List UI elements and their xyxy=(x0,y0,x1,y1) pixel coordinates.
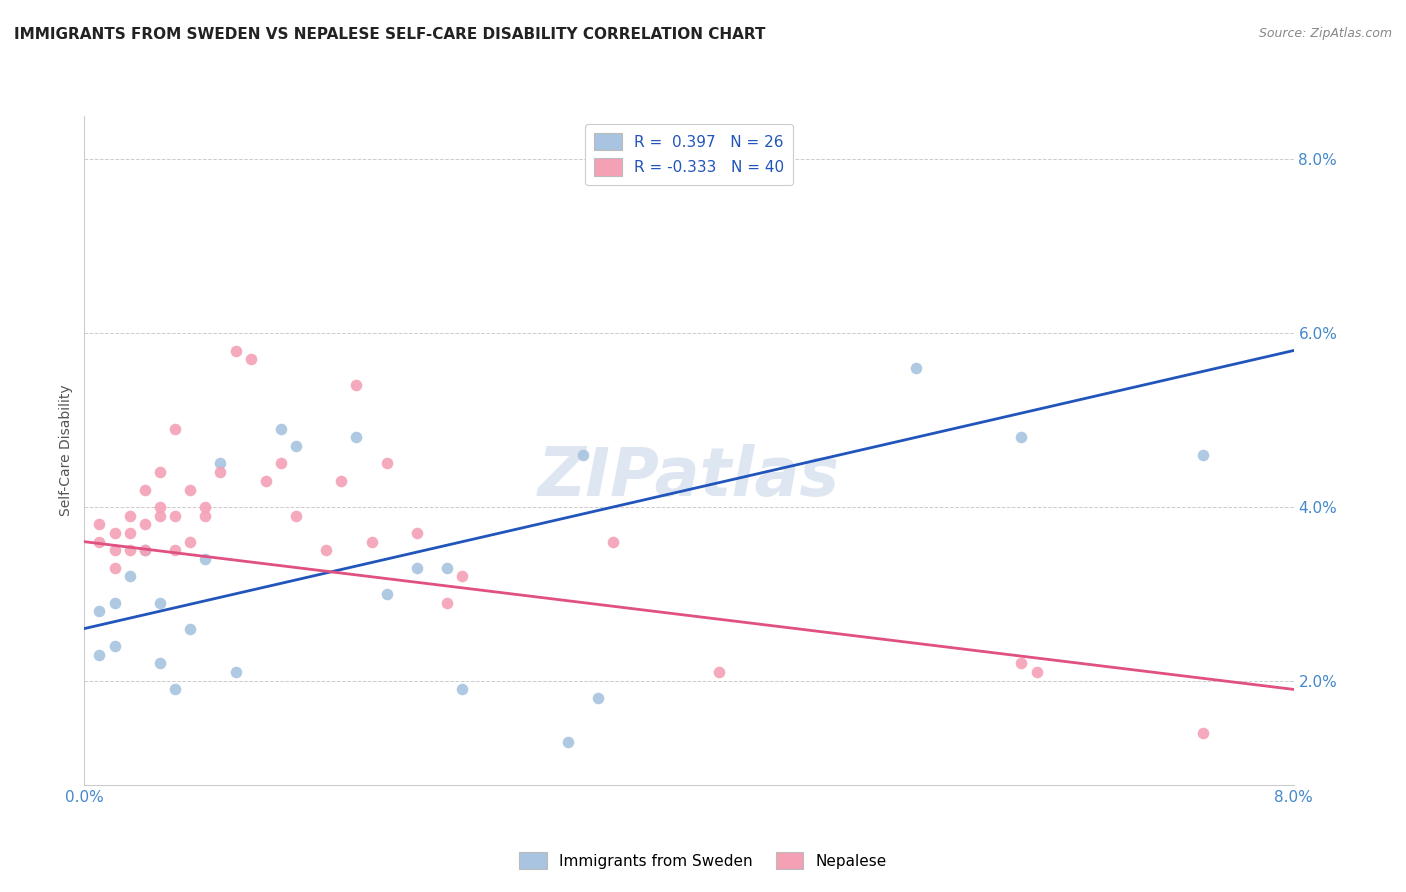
Point xyxy=(709,665,731,679)
Point xyxy=(225,343,247,358)
Point xyxy=(118,569,141,583)
Point xyxy=(118,508,141,523)
Point xyxy=(1025,665,1047,679)
Point xyxy=(346,430,368,444)
Point xyxy=(149,508,172,523)
Point xyxy=(194,552,217,566)
Point xyxy=(225,665,247,679)
Point xyxy=(451,569,474,583)
Legend: R =  0.397   N = 26, R = -0.333   N = 40: R = 0.397 N = 26, R = -0.333 N = 40 xyxy=(585,124,793,185)
Point xyxy=(602,534,624,549)
Point xyxy=(89,604,111,618)
Y-axis label: Self-Care Disability: Self-Care Disability xyxy=(59,384,73,516)
Point xyxy=(104,526,127,541)
Point xyxy=(406,560,429,574)
Point xyxy=(194,508,217,523)
Point xyxy=(89,648,111,662)
Point xyxy=(1192,448,1215,462)
Point xyxy=(904,360,927,375)
Point xyxy=(284,508,308,523)
Point xyxy=(179,483,201,497)
Point xyxy=(572,448,595,462)
Point xyxy=(165,543,187,558)
Point xyxy=(588,691,610,706)
Point xyxy=(149,465,172,479)
Legend: Immigrants from Sweden, Nepalese: Immigrants from Sweden, Nepalese xyxy=(513,846,893,875)
Point xyxy=(89,517,111,532)
Point xyxy=(360,534,382,549)
Point xyxy=(89,534,111,549)
Point xyxy=(179,622,201,636)
Point xyxy=(1192,726,1215,740)
Point xyxy=(451,682,474,697)
Point xyxy=(165,422,187,436)
Point xyxy=(104,560,127,574)
Point xyxy=(436,560,458,574)
Point xyxy=(194,500,217,514)
Point xyxy=(557,734,579,748)
Point xyxy=(165,682,187,697)
Point xyxy=(375,457,398,471)
Text: ZIPatlas: ZIPatlas xyxy=(538,444,839,510)
Point xyxy=(104,595,127,609)
Point xyxy=(1011,657,1033,671)
Point xyxy=(406,526,429,541)
Point xyxy=(118,543,141,558)
Point xyxy=(239,352,262,367)
Point xyxy=(1011,430,1033,444)
Point xyxy=(209,457,232,471)
Point xyxy=(330,474,353,488)
Point xyxy=(284,439,308,453)
Point xyxy=(179,534,201,549)
Point xyxy=(375,587,398,601)
Point xyxy=(149,500,172,514)
Point xyxy=(270,422,292,436)
Point xyxy=(134,483,156,497)
Point xyxy=(149,657,172,671)
Point xyxy=(104,639,127,653)
Point xyxy=(315,543,337,558)
Text: IMMIGRANTS FROM SWEDEN VS NEPALESE SELF-CARE DISABILITY CORRELATION CHART: IMMIGRANTS FROM SWEDEN VS NEPALESE SELF-… xyxy=(14,27,765,42)
Point xyxy=(118,526,141,541)
Point xyxy=(209,465,232,479)
Text: Source: ZipAtlas.com: Source: ZipAtlas.com xyxy=(1258,27,1392,40)
Point xyxy=(134,517,156,532)
Point xyxy=(436,595,458,609)
Point xyxy=(134,543,156,558)
Point xyxy=(104,543,127,558)
Point xyxy=(134,543,156,558)
Point xyxy=(149,595,172,609)
Point xyxy=(270,457,292,471)
Point xyxy=(346,378,368,392)
Point xyxy=(165,508,187,523)
Point xyxy=(254,474,277,488)
